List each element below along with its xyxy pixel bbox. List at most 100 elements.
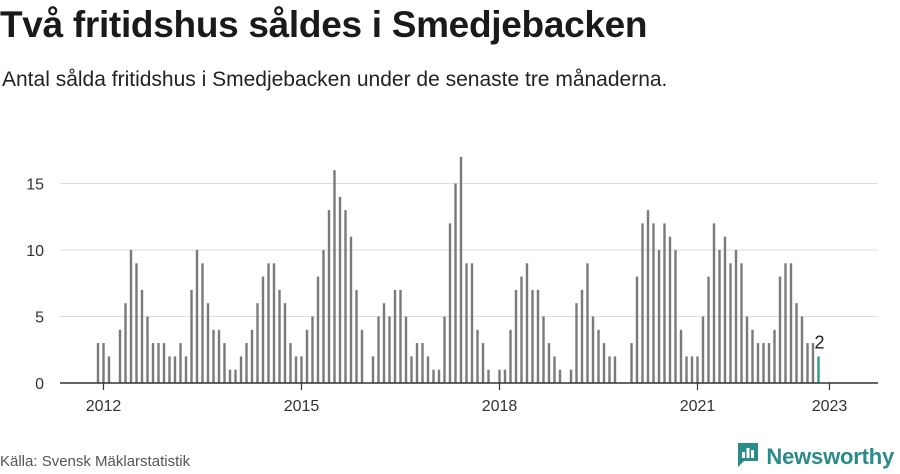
brand-logo[interactable]: Newsworthy	[736, 441, 894, 474]
bar	[151, 343, 155, 383]
bar	[118, 329, 122, 383]
bar	[663, 223, 666, 383]
bar	[322, 250, 325, 383]
bar	[586, 263, 589, 383]
bar	[553, 356, 556, 383]
x-tick-label: 2015	[284, 398, 320, 415]
bar	[547, 343, 551, 383]
bar	[811, 343, 815, 383]
bar	[514, 289, 518, 383]
bar	[168, 356, 171, 383]
bar	[465, 263, 468, 383]
bar	[344, 210, 347, 383]
bar	[597, 329, 600, 383]
bar	[217, 329, 221, 383]
bar	[349, 236, 353, 383]
bar	[520, 276, 523, 383]
bar	[712, 223, 716, 383]
bar	[498, 369, 501, 383]
bar	[459, 156, 463, 383]
bar	[630, 343, 633, 383]
bar	[531, 289, 534, 383]
bar	[371, 356, 375, 383]
bar	[212, 329, 215, 383]
bar	[223, 343, 226, 383]
bar	[542, 316, 545, 383]
bar	[723, 236, 727, 383]
brand-name: Newsworthy	[766, 444, 894, 469]
x-tick-label: 2023	[812, 398, 848, 415]
bar	[382, 303, 386, 383]
last-value-label: 2	[814, 332, 824, 352]
bar	[773, 329, 776, 383]
bar	[696, 356, 699, 383]
bar	[261, 276, 265, 383]
x-axis: 2012 2015 2018 2021 2023	[60, 382, 878, 415]
bar	[201, 263, 204, 383]
bar	[487, 369, 490, 383]
bar	[283, 303, 287, 383]
bar	[668, 236, 672, 383]
bar	[107, 356, 111, 383]
bar	[652, 223, 655, 383]
bar	[795, 303, 798, 383]
source-note: Källa: Svensk Mäklarstatistik	[0, 453, 191, 470]
bar	[575, 303, 578, 383]
bar	[410, 356, 413, 383]
bar	[250, 329, 254, 383]
y-tick-labels: 0 5 10 15	[26, 177, 44, 394]
y-tick-label: 0	[35, 376, 44, 393]
bar	[267, 263, 270, 383]
bar	[393, 289, 397, 383]
bar	[388, 316, 391, 383]
bar	[421, 343, 424, 383]
bar	[503, 369, 507, 383]
bar	[300, 356, 303, 383]
y-tick-label: 10	[26, 243, 44, 260]
bar	[228, 369, 232, 383]
bar	[190, 289, 193, 383]
bar	[272, 263, 276, 383]
bar	[481, 343, 485, 383]
bar	[591, 316, 595, 383]
bar	[135, 263, 138, 383]
bar	[470, 263, 474, 383]
bar	[96, 343, 100, 383]
bar	[800, 316, 804, 383]
bar	[316, 276, 320, 383]
chart-title: Två fritidshus såldes i Smedjebacken	[0, 4, 648, 45]
bar	[124, 303, 127, 383]
bar	[806, 343, 809, 383]
bar	[184, 356, 188, 383]
data-labels: 2	[814, 332, 824, 352]
bar	[646, 210, 650, 383]
bar-chart-logo-icon	[736, 441, 760, 474]
bar	[437, 369, 441, 383]
bar	[751, 329, 754, 383]
bar	[443, 316, 446, 383]
bar	[729, 263, 732, 383]
bar	[608, 356, 611, 383]
x-tick-label: 2021	[680, 398, 716, 415]
bar	[740, 263, 743, 383]
bar	[399, 289, 402, 383]
bar	[179, 343, 182, 383]
y-tick-label: 15	[26, 177, 44, 194]
bar	[305, 329, 309, 383]
bar	[146, 316, 149, 383]
bar	[102, 343, 105, 383]
bar	[558, 369, 562, 383]
bar	[613, 356, 617, 383]
bar	[355, 289, 358, 383]
bar	[173, 356, 177, 383]
bar	[360, 329, 364, 383]
bar	[756, 343, 760, 383]
bar	[685, 356, 688, 383]
bar	[789, 263, 793, 383]
bar	[129, 250, 133, 383]
gridlines	[60, 183, 878, 317]
bar	[311, 316, 314, 383]
chart-subtitle: Antal sålda fritidshus i Smedjebacken un…	[2, 68, 668, 91]
bar	[294, 356, 298, 383]
